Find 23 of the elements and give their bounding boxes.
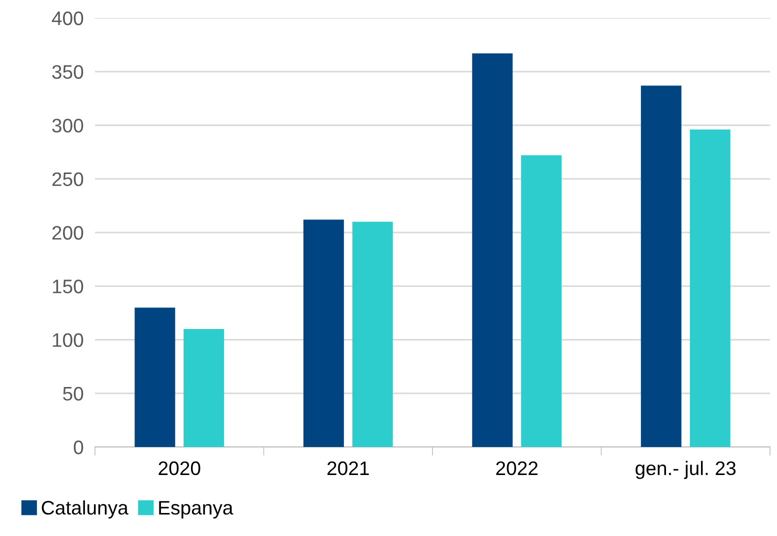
bar (640, 86, 682, 447)
bar (303, 220, 344, 447)
x-tick-label: 2020 (158, 461, 200, 476)
bar (521, 155, 562, 447)
x-tick-label: 2022 (496, 461, 538, 476)
y-tick-label: 100 (52, 333, 84, 347)
y-tick-label: 300 (52, 118, 84, 132)
y-tick-label: 50 (63, 386, 84, 401)
bar (134, 308, 176, 447)
y-tick-label: 200 (52, 226, 84, 240)
bar (690, 130, 730, 447)
x-tick-label: gen.- jul. 23 (636, 460, 736, 480)
y-tick-label: 400 (52, 11, 84, 26)
legend-label: Espanya (159, 501, 234, 518)
x-tick-label: 2021 (327, 461, 369, 476)
y-tick-label: 150 (52, 280, 84, 294)
y-tick-label: 0 (74, 440, 84, 454)
y-tick-label: 250 (52, 172, 84, 186)
bar (352, 222, 393, 447)
bar (472, 53, 513, 447)
bar (184, 329, 224, 447)
legend-label: Catalunya (42, 500, 128, 518)
y-tick-label: 350 (52, 65, 84, 79)
